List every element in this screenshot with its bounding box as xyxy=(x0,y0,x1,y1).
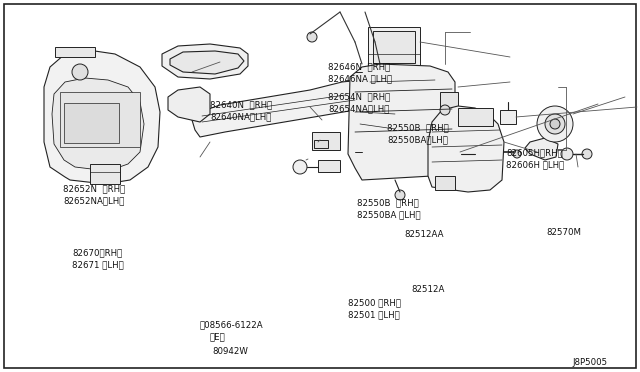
Bar xyxy=(440,92,458,142)
Text: 82654N  〈RH〉: 82654N 〈RH〉 xyxy=(328,92,390,101)
Circle shape xyxy=(550,119,560,129)
Text: 82550BA〈LH〉: 82550BA〈LH〉 xyxy=(387,135,448,144)
Bar xyxy=(368,27,420,67)
Polygon shape xyxy=(52,78,144,171)
Circle shape xyxy=(561,148,573,160)
Bar xyxy=(435,176,455,190)
Text: 82550B  〈RH〉: 82550B 〈RH〉 xyxy=(387,123,449,132)
Bar xyxy=(90,164,120,184)
Bar xyxy=(373,31,415,63)
Circle shape xyxy=(440,105,450,115)
Text: 82652NA〈LH〉: 82652NA〈LH〉 xyxy=(63,196,124,205)
Text: 82646N  〈RH〉: 82646N 〈RH〉 xyxy=(328,62,390,71)
Text: 82550B  〈RH〉: 82550B 〈RH〉 xyxy=(357,198,419,207)
Text: 82670〈RH〉: 82670〈RH〉 xyxy=(72,248,122,257)
Circle shape xyxy=(513,150,521,158)
Text: 〈E〉: 〈E〉 xyxy=(210,332,226,341)
Bar xyxy=(318,160,340,172)
Polygon shape xyxy=(348,64,455,180)
Text: 08566-6122A: 08566-6122A xyxy=(200,320,264,329)
Text: J8P5005: J8P5005 xyxy=(573,358,608,367)
Polygon shape xyxy=(192,80,368,137)
Polygon shape xyxy=(44,50,160,184)
Bar xyxy=(60,92,140,147)
Bar xyxy=(55,47,95,57)
Circle shape xyxy=(307,32,317,42)
Text: 82500 〈RH〉: 82500 〈RH〉 xyxy=(348,298,401,307)
Text: 82570M: 82570M xyxy=(546,228,581,237)
Polygon shape xyxy=(525,138,558,160)
Text: 82640N  〈RH〉: 82640N 〈RH〉 xyxy=(210,100,272,109)
Bar xyxy=(312,132,340,150)
Circle shape xyxy=(545,114,565,134)
Text: 82605H〈RH〉: 82605H〈RH〉 xyxy=(506,148,563,157)
Text: 82606H 〈LH〉: 82606H 〈LH〉 xyxy=(506,160,564,169)
Polygon shape xyxy=(162,44,248,79)
Text: 82512A: 82512A xyxy=(411,285,444,294)
Bar xyxy=(458,108,493,126)
Polygon shape xyxy=(355,94,400,139)
Text: 82654NA〈LH〉: 82654NA〈LH〉 xyxy=(328,104,389,113)
Circle shape xyxy=(395,190,405,200)
Bar xyxy=(64,103,119,143)
Circle shape xyxy=(293,160,307,174)
Circle shape xyxy=(537,106,573,142)
Circle shape xyxy=(72,64,88,80)
Text: 82550BA 〈LH〉: 82550BA 〈LH〉 xyxy=(357,210,420,219)
Circle shape xyxy=(582,149,592,159)
Polygon shape xyxy=(428,106,504,192)
Polygon shape xyxy=(170,51,244,74)
Bar xyxy=(500,110,516,124)
Polygon shape xyxy=(168,87,210,122)
Circle shape xyxy=(449,148,461,160)
Bar xyxy=(314,140,328,148)
Text: 82501 〈LH〉: 82501 〈LH〉 xyxy=(348,310,400,319)
Text: 82512AA: 82512AA xyxy=(404,230,444,239)
Text: 82640NA〈LH〉: 82640NA〈LH〉 xyxy=(210,112,271,121)
Text: 82652N  〈RH〉: 82652N 〈RH〉 xyxy=(63,184,125,193)
Text: 82671 〈LH〉: 82671 〈LH〉 xyxy=(72,260,124,269)
Text: 80942W: 80942W xyxy=(212,347,248,356)
Text: 82646NA 〈LH〉: 82646NA 〈LH〉 xyxy=(328,74,392,83)
